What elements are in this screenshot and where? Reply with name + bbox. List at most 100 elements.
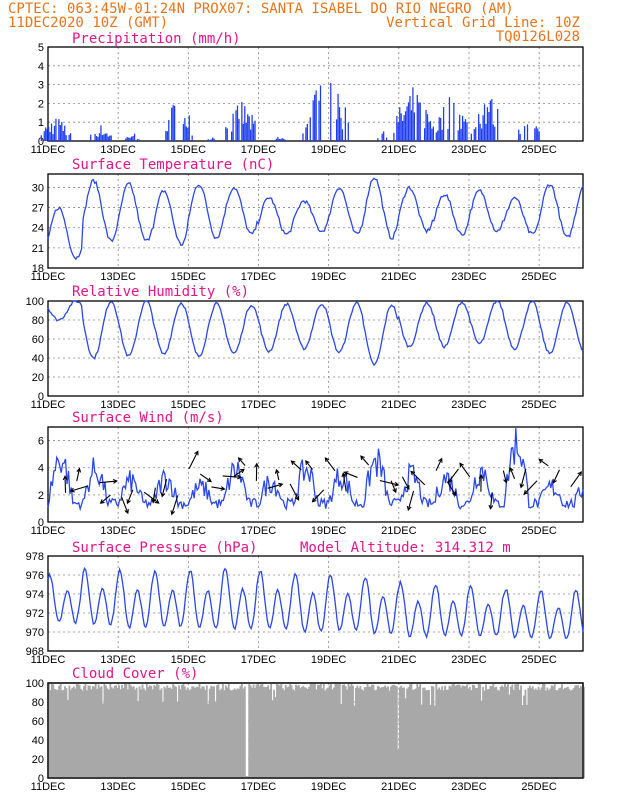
y-tick-label: 2	[38, 490, 44, 502]
humidity-title: Relative Humidity (%)	[72, 284, 249, 300]
precip-bar	[385, 137, 388, 141]
cloud-cover-bar	[527, 687, 530, 778]
x-tick-label: 15DEC	[171, 781, 207, 793]
cloud-cover-bar	[100, 686, 103, 778]
wind-arrowhead	[126, 499, 131, 505]
cloud-cover-bar	[330, 684, 332, 778]
cloud-cover-bar	[480, 700, 483, 778]
cloud-cover-bar	[523, 695, 525, 778]
cloud-cover-bar	[460, 687, 463, 778]
x-tick-label: 23DEC	[451, 271, 487, 283]
precip-bar	[171, 107, 173, 141]
cloud-cover-bar	[93, 686, 96, 778]
precip-bar	[413, 112, 415, 141]
cloud-cover-bar	[182, 683, 185, 778]
cloud-cover-bar	[549, 688, 552, 778]
precip-bar	[319, 85, 322, 141]
cloud-cover-bar	[172, 684, 175, 778]
precip-bar	[242, 123, 244, 141]
cloud-cover-bar	[365, 686, 368, 778]
x-tick-label: 15DEC	[171, 144, 207, 156]
cloud-cover-bar	[417, 686, 420, 778]
precip-bar	[306, 123, 308, 141]
wind-arrow	[324, 457, 336, 472]
cloud-cover-bar	[185, 689, 188, 778]
x-tick-label: 23DEC	[451, 781, 487, 793]
plot-frame	[47, 173, 584, 269]
precip-bar	[103, 134, 105, 141]
precip-bar	[277, 136, 279, 141]
precip-bar	[425, 109, 427, 141]
y-tick-label: 40	[32, 735, 44, 747]
cloud-cover-bar	[286, 687, 289, 778]
wind-arrowhead	[394, 481, 400, 487]
precip-bar	[399, 107, 401, 141]
cloud-cover-bar	[214, 701, 217, 778]
x-tick-label: 25DEC	[521, 271, 557, 283]
y-tick-label: 0	[38, 517, 44, 529]
cloud-cover-bar	[67, 700, 69, 778]
y-tick-label: 80	[32, 315, 44, 327]
cloud-cover-bar	[140, 689, 142, 778]
wind-arrow	[100, 494, 111, 504]
cloud-cover-bar	[502, 686, 505, 778]
precip-bar	[185, 126, 187, 141]
cloud-cover-bar	[84, 683, 87, 778]
cloud-cover-bar	[229, 689, 232, 778]
cloud-cover-bar	[509, 686, 512, 778]
cloud-cover-bar	[122, 687, 125, 778]
cloud-cover-bar	[147, 686, 150, 778]
x-tick-label: 23DEC	[451, 654, 487, 666]
precip-bar	[314, 94, 316, 141]
precip-bar	[64, 125, 66, 141]
wind-arrowhead	[488, 504, 494, 510]
wind-arrow	[448, 468, 459, 483]
cloud-cover-bar	[520, 685, 523, 778]
cloud-cover-bar	[537, 686, 540, 778]
cloud-cover-bar	[270, 683, 273, 778]
cloud-cover-bar	[539, 689, 542, 778]
wind-arrow	[222, 475, 241, 478]
wind-arrowhead	[160, 492, 166, 498]
x-tick-label: 25DEC	[521, 654, 557, 666]
wind-arrowhead	[519, 483, 525, 489]
y-tick-label: 100	[26, 296, 44, 308]
y-tick-label: 5	[38, 42, 44, 54]
precip-bar	[231, 131, 233, 141]
precip-bar	[479, 123, 481, 141]
precipitation-panel: Precipitation (mm/h) 11DEC 13DEC 15DEC 17DE…	[31, 31, 584, 156]
cloud-cover-bar	[322, 683, 325, 778]
precip-bar	[236, 105, 239, 141]
cloud-cover-bar	[252, 684, 255, 778]
cloud-cover-bar	[53, 688, 56, 778]
cloud-cover-bar	[210, 685, 213, 778]
cloud-cover-bar	[343, 684, 346, 778]
header-date: 11DEC2020 10Z (GMT)	[8, 15, 168, 31]
x-tick-label: 11DEC	[31, 271, 66, 283]
cloud-cover-bar	[159, 690, 161, 778]
cloud-cover-bar	[194, 687, 197, 778]
cloud-cover-bar	[227, 683, 230, 778]
plot-frame	[47, 300, 584, 397]
cloud-cover-bar	[356, 685, 359, 778]
cloud-cover-bar	[280, 683, 283, 778]
y-tick-label: 1	[38, 117, 44, 129]
precip-bar	[523, 126, 526, 141]
x-tick-label: 21DEC	[381, 144, 417, 156]
cloud-cover-bar	[352, 685, 354, 778]
cloud-cover-bar	[470, 690, 473, 778]
cloud-cover-bar	[224, 685, 227, 778]
wind-speed-line	[47, 428, 584, 512]
y-tick-label: 978	[26, 551, 44, 563]
cloud-cover-bar	[334, 683, 337, 778]
cloud-cover-bar	[318, 684, 321, 778]
cloud-cover-bar	[444, 685, 446, 778]
wind-arrow	[289, 483, 300, 501]
cloud-cover-bar	[493, 687, 496, 778]
temperature-title: Surface Temperature (nC)	[72, 157, 274, 173]
cloud-cover-bar	[357, 688, 360, 778]
cloud-cover-bar	[403, 687, 406, 778]
precip-bar	[518, 129, 520, 141]
precip-bar	[45, 127, 47, 141]
humidity-panel: Relative Humidity (%) 11DEC 13DEC 15DEC 17D…	[26, 284, 584, 411]
